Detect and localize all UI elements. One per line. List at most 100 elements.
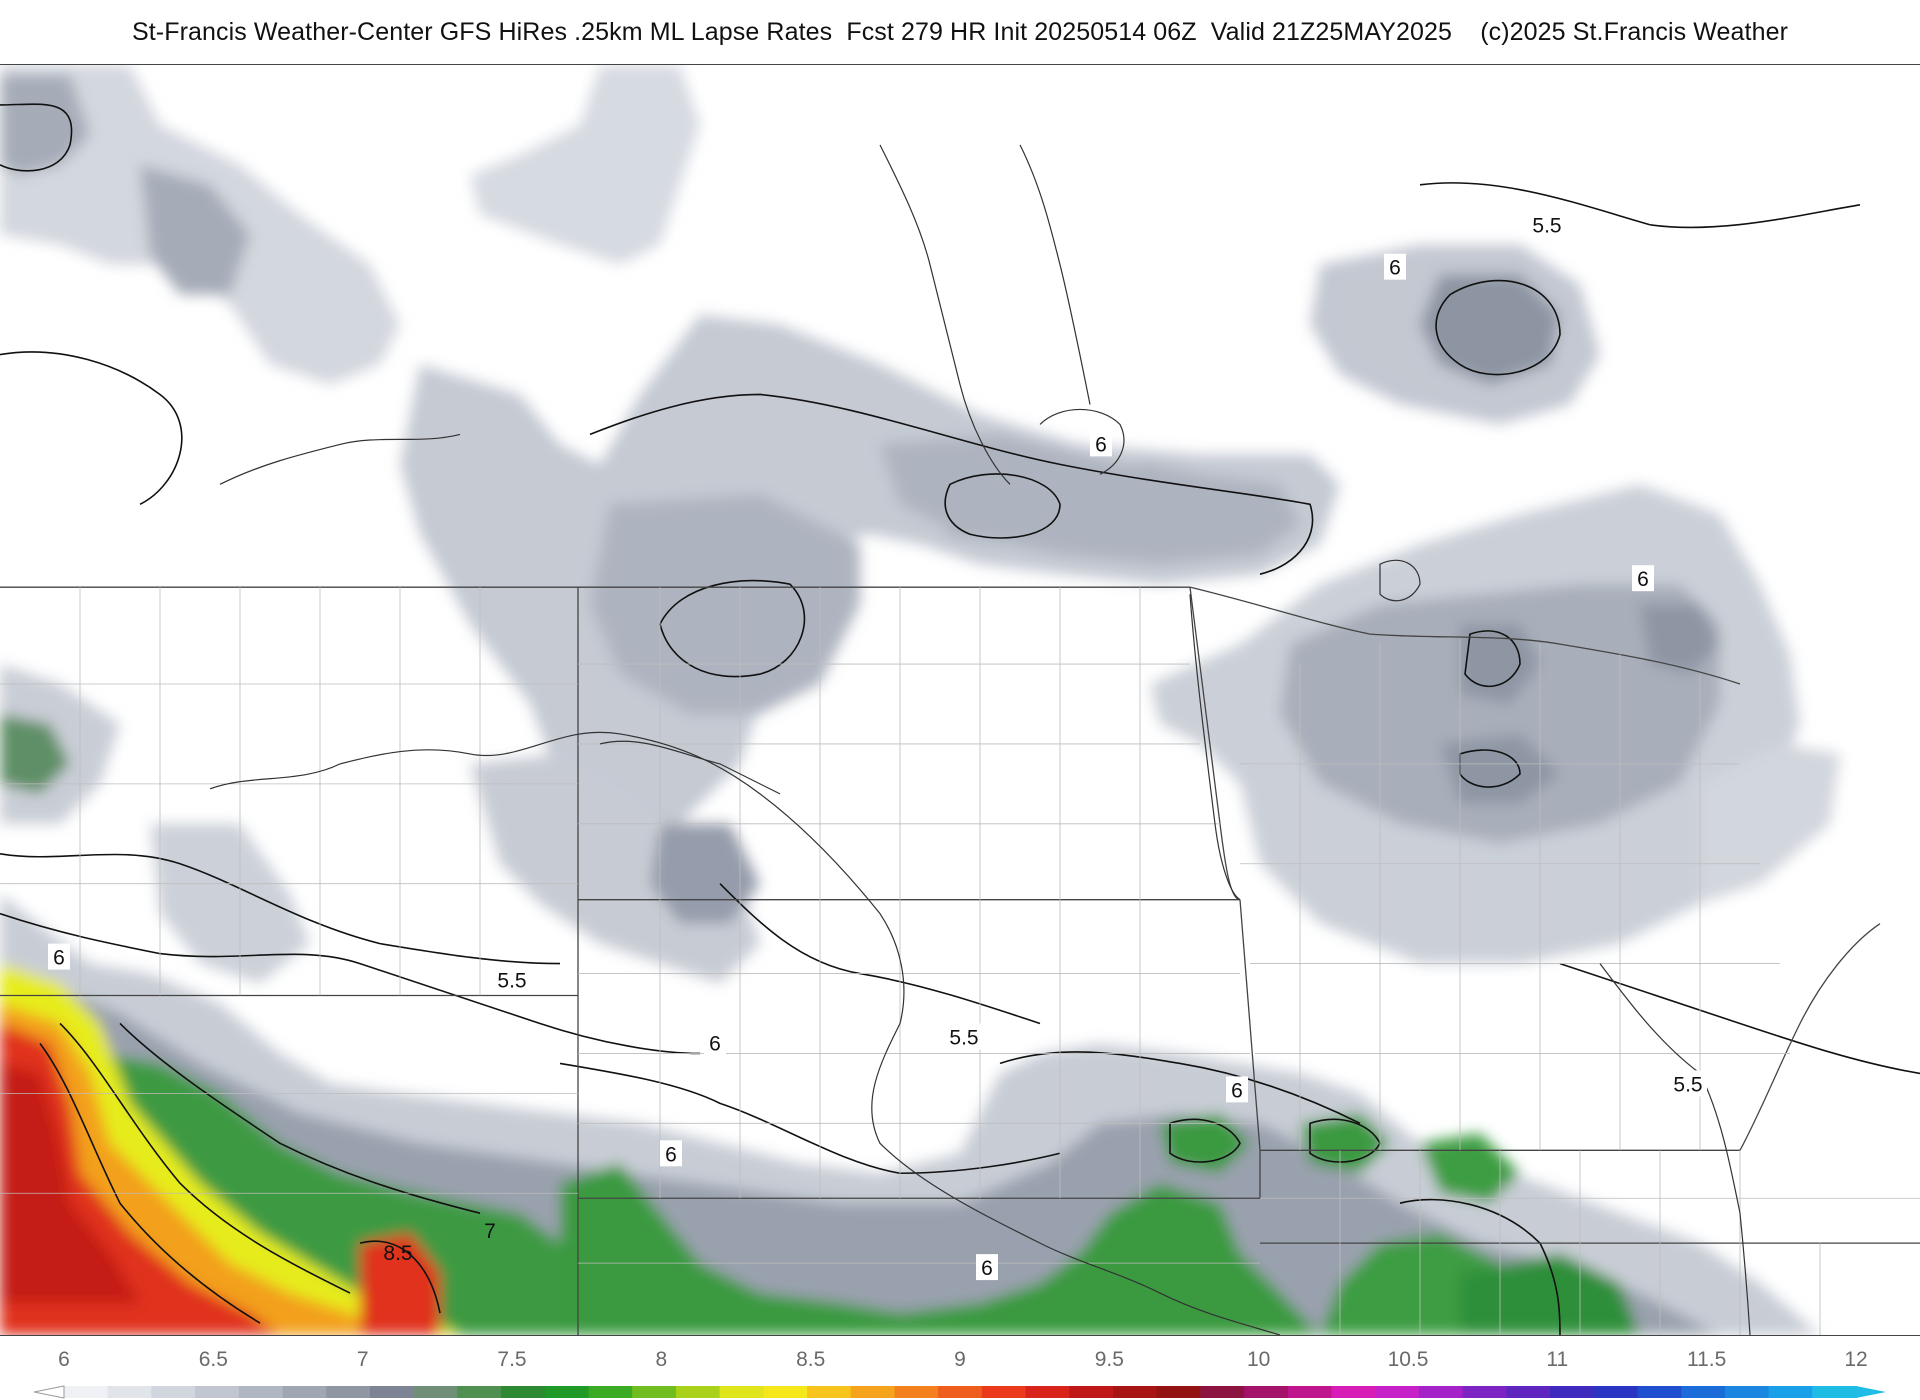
gray-region-east-core: [1440, 604, 1720, 804]
contour-label-bg: [1632, 565, 1654, 592]
border-nd-minnesota: [1189, 587, 1241, 901]
legend-color-swatch: [675, 1386, 721, 1398]
gray-region-central-band: [400, 314, 1340, 824]
canadian-river: [219, 433, 461, 485]
legend-color-swatch: [1244, 1386, 1289, 1398]
legend-color-swatch: [151, 1386, 196, 1398]
legend-color-swatch: [1418, 1386, 1464, 1398]
green-region-south-central: [560, 1163, 1320, 1335]
legend-color-swatch: [1637, 1386, 1682, 1398]
green-region-small-spot: [1160, 1113, 1390, 1174]
legend-color-swatch: [369, 1386, 415, 1398]
contour-label: 5.5: [949, 1026, 978, 1049]
legend-color-swatch: [457, 1386, 502, 1398]
contour-6-green-spot: [1169, 1118, 1241, 1163]
red-river: [1189, 594, 1241, 901]
legend-color-swatch: [195, 1386, 240, 1398]
county-grid-mn: [1240, 639, 1790, 1151]
contour-label: 7: [484, 1220, 496, 1243]
legend-tick-label: 10.5: [1388, 1348, 1429, 1371]
contour-label: 6: [1389, 257, 1401, 280]
legend-tick-label: 8: [655, 1348, 667, 1371]
contour-6-east-core: [1464, 630, 1521, 688]
legend-right-arrow: [1856, 1386, 1886, 1398]
contour-label: 6: [1231, 1079, 1243, 1102]
contour-6-east-south: [999, 1051, 1361, 1125]
county-grid-west: [0, 587, 578, 996]
legend-color-swatch: [326, 1386, 371, 1398]
legend-color-swatch: [1506, 1386, 1551, 1398]
legend-color-swatch: [807, 1386, 852, 1398]
contour-label: 8.5: [383, 1242, 412, 1265]
contour-label-bg: [493, 966, 531, 993]
legend-color-swatch: [282, 1386, 327, 1398]
legend-color-swatch: [1462, 1386, 1507, 1398]
legend-tick-label: 9: [954, 1348, 966, 1371]
contour-55-north: [1419, 182, 1861, 229]
border-sd-minnesota: [1239, 899, 1261, 1199]
contour-7-southwest: [119, 1022, 481, 1214]
gray-region-north: [470, 65, 700, 265]
contour-6-north-band: [589, 393, 1314, 575]
gray-region-northeast-core: [1420, 274, 1560, 385]
legend-tick-label: 11.5: [1687, 1348, 1726, 1371]
legend-tick-label: 7.5: [497, 1348, 526, 1371]
legend-color-swatch: [1812, 1386, 1857, 1398]
legend-tick-label: 11: [1546, 1348, 1568, 1371]
legend-color-swatch: [763, 1386, 808, 1398]
gray-region-west-green: [0, 713, 70, 794]
contour-label-bg: [660, 1140, 682, 1167]
contour-label: 6: [665, 1143, 677, 1166]
canadian-lakes-2: [1019, 144, 1091, 405]
county-grid-south: [0, 1092, 1920, 1335]
legend-color-swatch: [1200, 1386, 1245, 1398]
border-canada-lakes: [1189, 586, 1741, 685]
contour-label-bg: [976, 1254, 998, 1281]
contour-label: 5.5: [1532, 215, 1561, 238]
contour-6-east-core-2: [1459, 749, 1521, 788]
missouri-river: [209, 731, 1281, 1335]
map-title: St-Francis Weather-Center GFS HiRes .25k…: [131, 17, 1789, 46]
legend-color-swatch: [938, 1386, 983, 1398]
legend-color-swatch: [1025, 1386, 1070, 1398]
legend-tick-label: 12: [1844, 1348, 1867, 1371]
legend-tick-label: 6.5: [199, 1348, 228, 1371]
legend-color-swatch: [894, 1386, 939, 1398]
contour-label-bg: [48, 943, 70, 970]
legend-bar: [33, 1385, 1886, 1399]
contour-6-central: [659, 579, 806, 678]
contour-8-southwest: [39, 1042, 261, 1324]
gray-region-east-mid: [1280, 584, 1720, 844]
contour-label-bg: [1226, 1076, 1248, 1103]
legend-color-swatch: [1331, 1386, 1376, 1398]
legend-color-swatch: [107, 1386, 153, 1398]
legend-left-arrow: [33, 1385, 65, 1399]
legend-tick-label: 6: [58, 1348, 70, 1371]
legend-color-swatch: [413, 1386, 458, 1398]
contour-label-bg: [1090, 430, 1112, 457]
legend-color-swatch: [1768, 1386, 1813, 1398]
contour-label: 6: [1095, 433, 1107, 456]
gray-region-south-dakota-core: [650, 823, 760, 924]
mississippi-river: [1599, 963, 1751, 1335]
legend-color-swatch: [238, 1386, 284, 1398]
weather-map: 5.5 6 6 6 6 6 5.5 6 5.5 6 6 6 5.5 7 8.5: [0, 64, 1920, 1336]
contour-label-bg: [1669, 1070, 1707, 1097]
contour-6-northeast: [1435, 279, 1561, 376]
contour-label-group: 5.5 6 6 6 6 6 5.5 6 5.5 6 6 6 5.5 7 8.5: [48, 211, 1707, 1281]
contour-6-lower: [559, 1062, 1061, 1175]
gray-region-south-dakota: [470, 753, 760, 984]
legend-color-swatch: [632, 1386, 677, 1398]
lake-sakakawea: [599, 740, 781, 795]
legend-tick-label: 9.5: [1095, 1348, 1124, 1371]
contour-55-east: [1559, 962, 1920, 1075]
contour-75-southwest: [59, 1022, 351, 1294]
dark-red-region-southwest: [0, 1063, 140, 1304]
legend-color-swatch: [1287, 1386, 1333, 1398]
contour-label: 5.5: [1673, 1073, 1702, 1096]
legend-color-swatch: [981, 1386, 1027, 1398]
legend-color-swatch: [501, 1386, 546, 1398]
contour-6-southeast: [1399, 1198, 1561, 1335]
shaded-field: [0, 65, 1840, 1335]
legend-color-swatch: [1069, 1386, 1114, 1398]
